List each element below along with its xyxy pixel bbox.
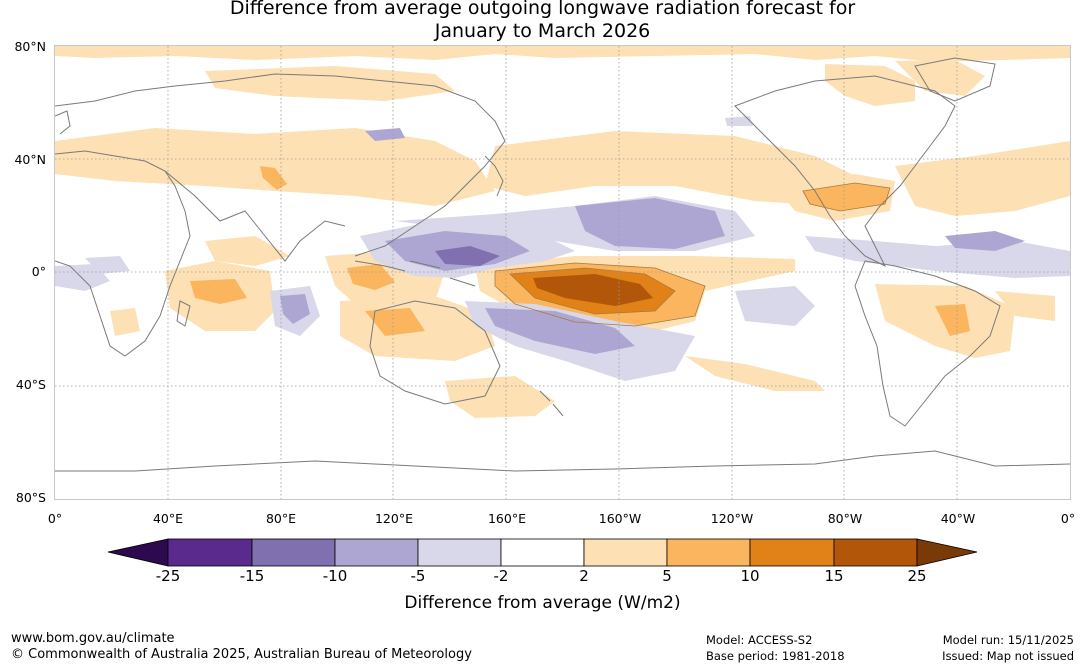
arabia-positive (205, 236, 290, 266)
footer-model: Model: ACCESS-S2 (706, 633, 813, 647)
footer-website: www.bom.gov.au/climate (11, 631, 175, 646)
lat-label-40n: 40°N (14, 152, 46, 167)
anomaly-contours (494, 182, 891, 327)
coastline-new-zealand (539, 390, 564, 417)
north-pacific-negative-mid (575, 198, 725, 249)
colorbar-tick-15: 15 (824, 567, 844, 585)
colorbar-tick-minus-2: -2 (493, 567, 509, 585)
himalaya-positive (260, 166, 287, 190)
central-america-negative-mid (945, 231, 1025, 251)
coastline-north-america (734, 75, 956, 268)
colorbar-segment-10-15 (749, 538, 835, 567)
east-africa-negative (85, 256, 130, 274)
colorbar-tick-minus-10: -10 (322, 567, 348, 585)
lat-label-80n: 80°N (14, 39, 46, 54)
africa-west-negative (55, 264, 110, 291)
central-asia-positive (55, 128, 495, 206)
lon-label-160e: 160°E (487, 511, 526, 526)
colorbar-segment-5-10 (666, 538, 751, 567)
north-pacific-small-negative (725, 116, 753, 126)
lon-label-80e: 80°E (265, 511, 297, 526)
australia-north-core (365, 308, 425, 336)
arctic-band-positive (55, 46, 1070, 62)
lon-label-40e: 40°E (152, 511, 184, 526)
footer-issued: Issued: Map not issued (942, 649, 1074, 663)
lon-label-160w: 160°W (598, 511, 642, 526)
colorbar-segment-15-25 (833, 538, 918, 567)
colorbar-segment-10-5 (334, 538, 419, 567)
footer-attribution: www.bom.gov.au/climate © Commonwealth of… (11, 631, 472, 663)
coastline-africa (55, 150, 191, 357)
coastline-japan (484, 155, 504, 197)
ola-anomaly-map (54, 45, 1071, 500)
gulf-positive-strong (803, 183, 890, 211)
lon-label-0-east: 0° (1060, 511, 1076, 526)
lon-label-120w: 120°W (710, 511, 754, 526)
greenland-positive (895, 60, 985, 96)
asia-north-positive (205, 66, 455, 101)
maritime-core-positive (347, 264, 395, 290)
colorbar (107, 538, 978, 567)
colorbar-segment-above-25 (916, 538, 978, 567)
colorbar-label: Difference from average (W/m2) (404, 593, 681, 613)
colorbar-tick-minus-5: -5 (410, 567, 426, 585)
south-pacific-negative-mid (485, 308, 635, 354)
title-line-2: January to March 2026 (434, 20, 651, 42)
colorbar-tick-5: 5 (662, 567, 672, 585)
map-title: Difference from average outgoing longwav… (0, 0, 1085, 43)
coastline-madagascar (176, 300, 191, 327)
coastline-arabia-india (164, 170, 346, 262)
indian-ocean-west-positive (110, 308, 140, 336)
arctic-asia-negative (365, 128, 405, 141)
north-america-arctic-positive (825, 64, 915, 106)
coastline-south-america (854, 260, 1001, 427)
contour-gulf (802, 182, 891, 212)
brazil-core-positive (935, 304, 970, 336)
coastline-antarctica (55, 450, 1070, 472)
colorbar-segment-15-10 (251, 538, 336, 567)
coastline-uk (55, 110, 71, 135)
lat-label-40s: 40°S (15, 377, 46, 392)
north-atlantic-positive (895, 141, 1070, 216)
map-gridlines (55, 46, 1070, 499)
coastline-indonesia (354, 260, 476, 287)
west-pacific-negative-strong (435, 246, 500, 266)
footer-model-run: Model run: 15/11/2025 (942, 633, 1074, 647)
central-pacific-positive-max (533, 274, 653, 306)
australia-south-positive (445, 376, 555, 418)
colorbar-segment-below-25 (107, 538, 169, 567)
africa-core-positive (190, 279, 247, 304)
map-canvas (55, 46, 1070, 499)
coastline-greenland (914, 57, 996, 102)
footer-model-info: Model: ACCESS-S2 Base period: 1981-2018 (706, 632, 845, 664)
central-america-negative (805, 236, 1070, 278)
colorbar-tick-2: 2 (579, 567, 589, 585)
east-pacific-negative (735, 286, 815, 326)
footer-copyright: © Commonwealth of Australia 2025, Austra… (11, 647, 472, 662)
negative-anomaly-regions (55, 116, 1070, 381)
lat-label-80s: 80°S (15, 490, 46, 505)
colorbar-tick-minus-15: -15 (239, 567, 265, 585)
colorbar-segment-2-5 (583, 538, 668, 567)
colorbar-tick-minus-25: -25 (155, 567, 181, 585)
lon-label-120e: 120°E (374, 511, 413, 526)
colorbar-segment-5-2 (417, 538, 502, 567)
footer-run-info: Model run: 15/11/2025 Issued: Map not is… (942, 632, 1074, 664)
colorbar-tick-25: 25 (907, 567, 927, 585)
colorbar-segment-2-2 (500, 538, 585, 567)
east-pacific-positive (685, 356, 825, 391)
colorbar-tick-10: 10 (740, 567, 760, 585)
contour-central-pacific-strong (509, 267, 676, 315)
south-atlantic-positive (995, 291, 1055, 321)
indian-ocean-negative-mid (280, 294, 310, 324)
title-line-1: Difference from average outgoing longwav… (229, 0, 856, 19)
coastline-australia (369, 300, 501, 405)
lon-label-40w: 40°W (940, 511, 976, 526)
colorbar-segment-25-15 (167, 538, 253, 567)
lon-label-80w: 80°W (827, 511, 863, 526)
lon-label-0-west: 0° (47, 511, 63, 526)
footer-base-period: Base period: 1981-2018 (706, 649, 845, 663)
contour-central-pacific-mid (494, 262, 706, 327)
lat-label-equator: 0° (31, 264, 46, 279)
